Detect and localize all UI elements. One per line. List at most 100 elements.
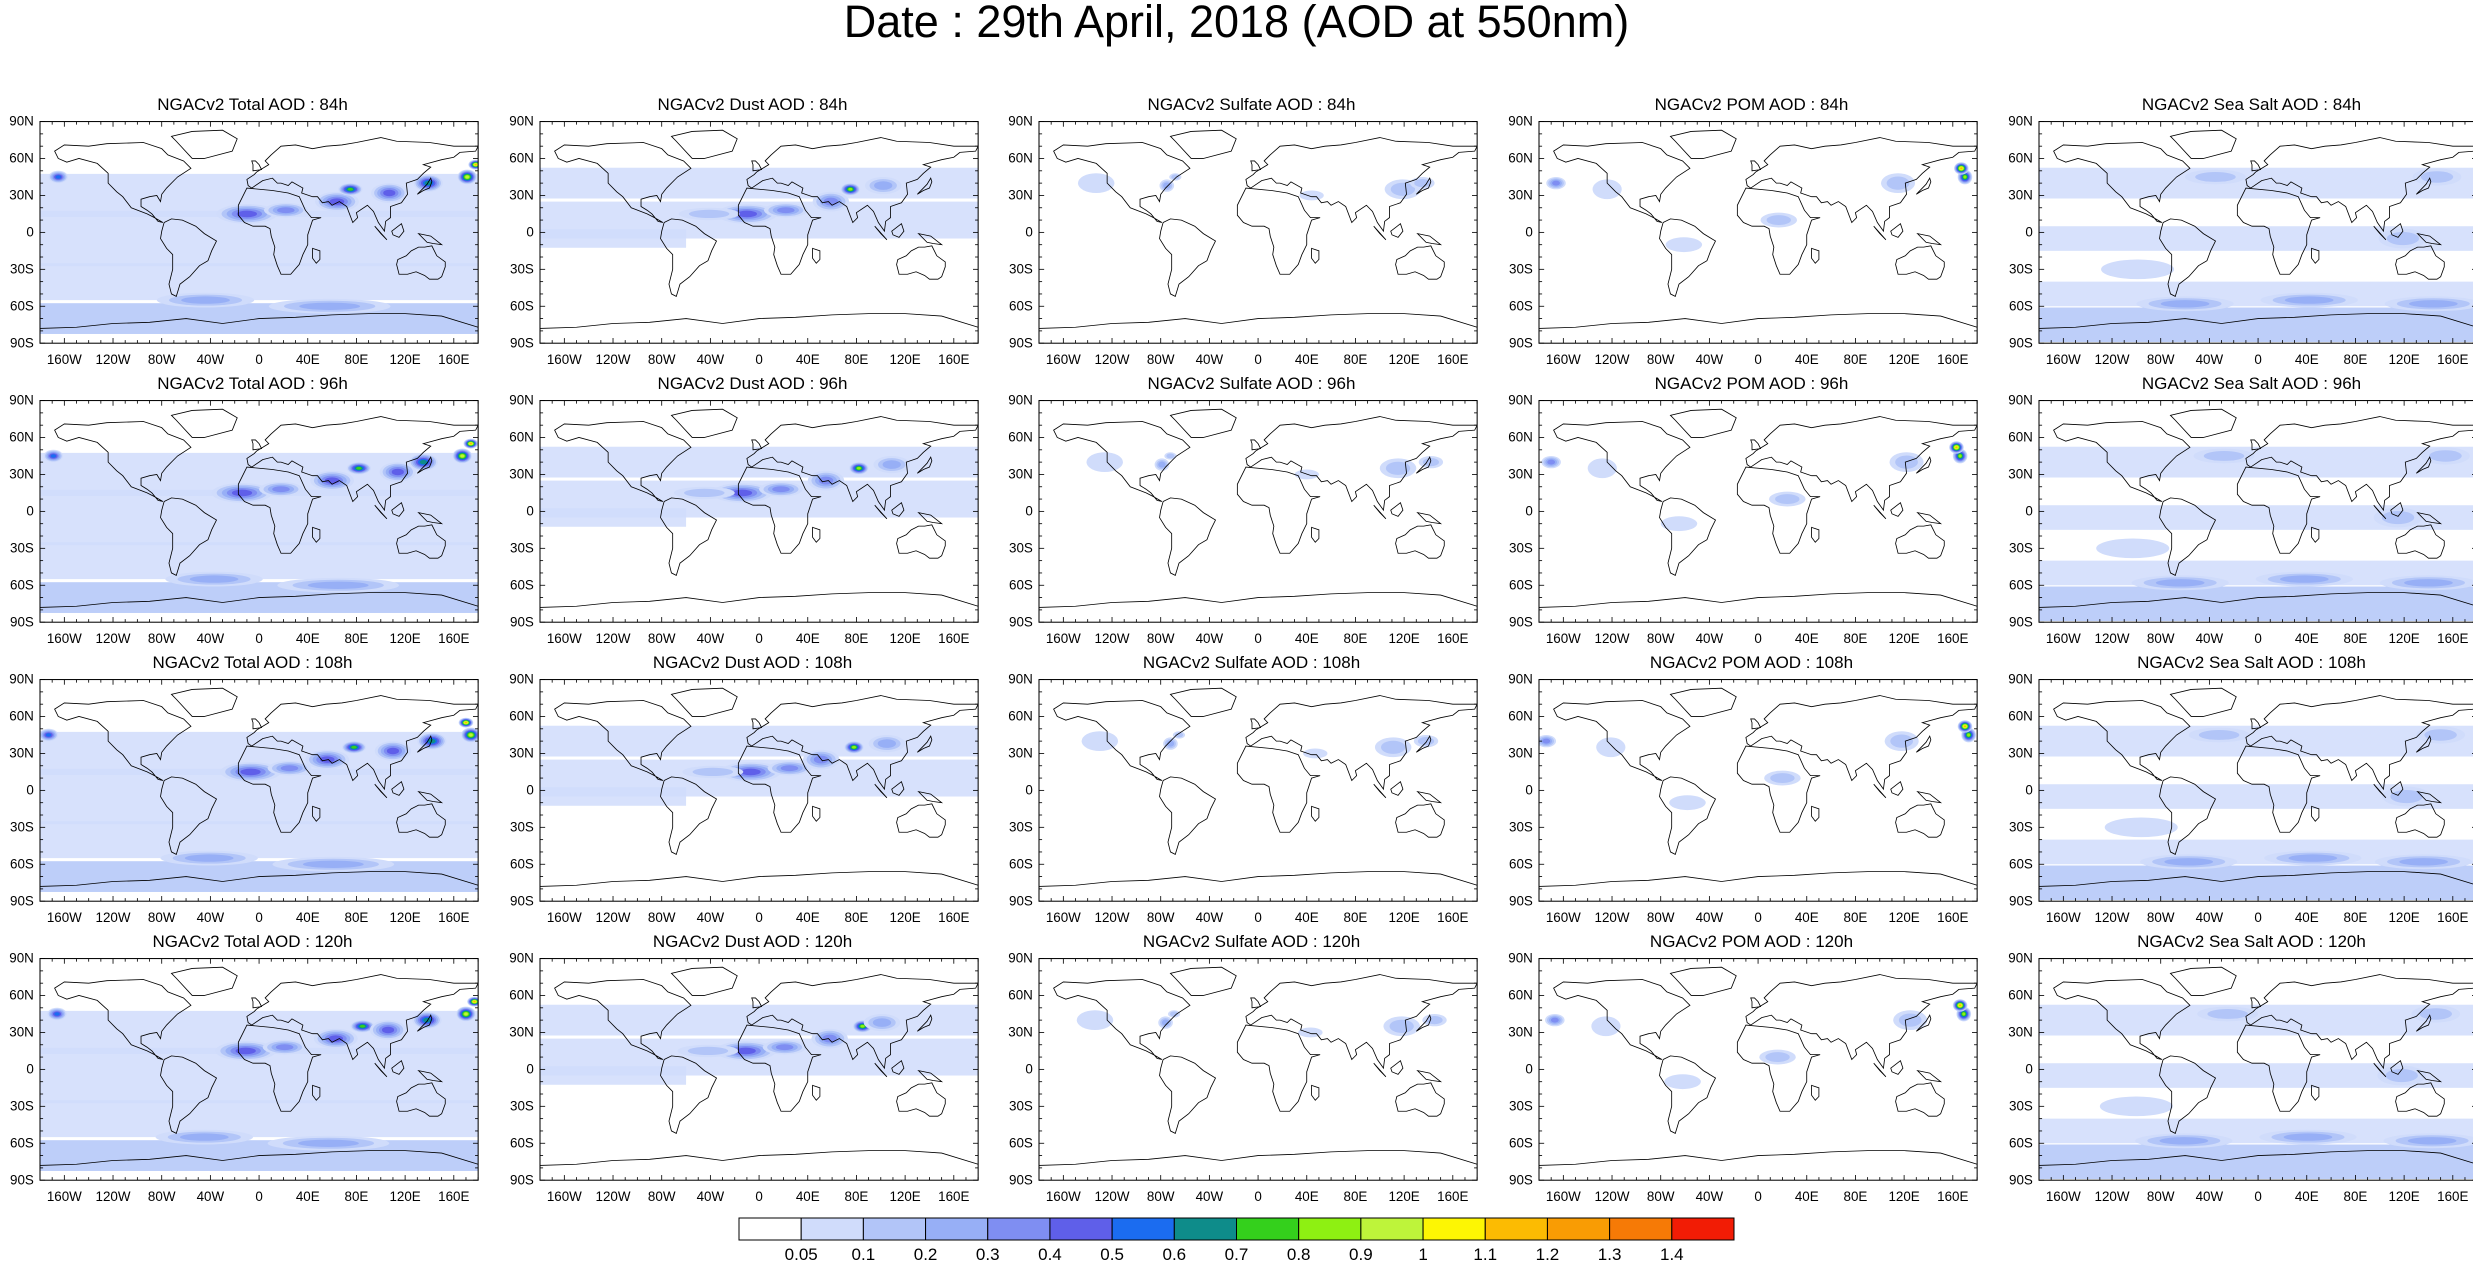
lat-label: 30S bbox=[10, 540, 34, 555]
lon-label: 120E bbox=[1388, 1189, 1419, 1204]
lon-label: 40W bbox=[1696, 631, 1724, 646]
lon-label: 40E bbox=[796, 352, 820, 367]
aod-field bbox=[540, 679, 979, 902]
lat-label: 0 bbox=[526, 783, 533, 798]
lat-label: 60N bbox=[9, 709, 34, 724]
lat-label: 60N bbox=[1008, 151, 1033, 166]
lon-label: 160W bbox=[1546, 631, 1581, 646]
map-panel-seasalt-120h: NGACv2 Sea Salt AOD : 120h 90N 60N 30N 0 30S 6… bbox=[2008, 932, 2473, 1225]
lat-label: 90S bbox=[10, 335, 34, 350]
lon-label: 80W bbox=[1647, 910, 1675, 925]
aod-field bbox=[1539, 679, 1978, 902]
aod-field bbox=[540, 121, 979, 344]
lon-label: 120E bbox=[1388, 631, 1419, 646]
lon-label: 40W bbox=[1196, 631, 1224, 646]
coastlines bbox=[1539, 129, 1978, 329]
lon-label: 160W bbox=[1046, 352, 1081, 367]
lon-label: 120W bbox=[96, 352, 131, 367]
lon-label: 80E bbox=[345, 910, 369, 925]
map-plot: 90N 60N 30N 0 30S 60S 90S 160W 120W 80W 40W 0 40E 80E… bbox=[509, 672, 979, 925]
lon-label: 0 bbox=[255, 352, 262, 367]
lon-label: 80E bbox=[2344, 1189, 2368, 1204]
colorbar-swatch bbox=[1546, 1217, 1611, 1241]
lon-label: 80W bbox=[2147, 910, 2175, 925]
lat-label: 90N bbox=[9, 951, 34, 966]
lat-label: 60S bbox=[2009, 577, 2033, 592]
coastlines bbox=[1539, 687, 1978, 887]
lon-label: 80W bbox=[1647, 1189, 1675, 1204]
aod-field bbox=[40, 679, 479, 902]
lon-label: 120W bbox=[96, 631, 131, 646]
lon-label: 80E bbox=[345, 1189, 369, 1204]
map-plot: 90N 60N 30N 0 30S 60S 90S 160W 120W 80W 40W 0 40E 80E… bbox=[1008, 951, 1478, 1204]
lat-label: 30N bbox=[9, 188, 34, 203]
map-panel-pom-84h: NGACv2 POM AOD : 84h 90N 60N 30N 0 30S 60S 90S 1… bbox=[1508, 95, 2039, 388]
lat-label: 30S bbox=[10, 261, 34, 276]
coastlines bbox=[2039, 408, 2473, 608]
lat-label: 90N bbox=[2008, 393, 2033, 408]
lon-label: 40E bbox=[1295, 352, 1319, 367]
lon-label: 40W bbox=[1196, 352, 1224, 367]
lat-label: 90S bbox=[2009, 893, 2033, 908]
lon-label: 160E bbox=[438, 910, 469, 925]
panel-title: NGACv2 Sulfate AOD : 120h bbox=[1142, 932, 1361, 951]
lat-label: 90S bbox=[1009, 1172, 1033, 1187]
map-panel-total-84h: NGACv2 Total AOD : 84h 90N 60N 30N 0 30S 60S 90… bbox=[9, 95, 540, 388]
coastlines bbox=[540, 687, 979, 887]
lon-label: 0 bbox=[755, 352, 762, 367]
lat-label: 90N bbox=[1008, 114, 1033, 129]
panel-title: NGACv2 Total AOD : 84h bbox=[157, 95, 348, 114]
lat-label: 60N bbox=[1508, 430, 1533, 445]
lat-label: 60S bbox=[510, 577, 534, 592]
lat-label: 60S bbox=[1009, 856, 1033, 871]
aod-field bbox=[2039, 958, 2473, 1181]
colorbar-label: 1.4 bbox=[1660, 1245, 1684, 1261]
lat-label: 30S bbox=[1509, 261, 1533, 276]
aod-field bbox=[540, 958, 979, 1181]
lon-label: 40W bbox=[197, 910, 225, 925]
lon-label: 160E bbox=[938, 910, 969, 925]
map-panel-seasalt-84h: NGACv2 Sea Salt AOD : 84h 90N 60N 30N 0 30S 60… bbox=[2008, 95, 2473, 388]
lon-label: 80W bbox=[1647, 352, 1675, 367]
lon-label: 80W bbox=[648, 910, 676, 925]
lat-label: 90S bbox=[2009, 614, 2033, 629]
lat-label: 60S bbox=[1509, 1135, 1533, 1150]
lat-label: 60N bbox=[1508, 709, 1533, 724]
lon-label: 0 bbox=[755, 910, 762, 925]
lat-label: 90N bbox=[509, 393, 534, 408]
lon-label: 160E bbox=[938, 1189, 969, 1204]
lon-label: 80E bbox=[2344, 352, 2368, 367]
lon-label: 160W bbox=[1546, 910, 1581, 925]
map-plot: 90N 60N 30N 0 30S 60S 90S 160W 120W 80W 40W 0 40E 80E… bbox=[509, 951, 979, 1204]
map-plot: 90N 60N 30N 0 30S 60S 90S 160W 120W 80W 40W 0 40E 80E… bbox=[9, 393, 479, 646]
lat-label: 60N bbox=[1508, 988, 1533, 1003]
lon-label: 80E bbox=[845, 910, 869, 925]
lon-label: 120E bbox=[2388, 631, 2419, 646]
lat-label: 30S bbox=[1509, 540, 1533, 555]
lon-label: 40W bbox=[697, 1189, 725, 1204]
lat-label: 30N bbox=[509, 1025, 534, 1040]
aod-field bbox=[1039, 958, 1478, 1181]
map-panel-pom-108h: NGACv2 POM AOD : 108h 90N 60N 30N 0 30S 60S 90S… bbox=[1508, 653, 2039, 946]
lon-label: 160W bbox=[547, 1189, 582, 1204]
colorbar-label: 1.3 bbox=[1598, 1245, 1622, 1261]
colorbar-label: 0.8 bbox=[1287, 1245, 1311, 1261]
lon-label: 40E bbox=[296, 1189, 320, 1204]
colorbar-label: 0.9 bbox=[1349, 1245, 1373, 1261]
map-plot: 90N 60N 30N 0 30S 60S 90S 160W 120W 80W 40W 0 40E 80E… bbox=[1508, 114, 1978, 367]
colorbar-label: 1 bbox=[1418, 1245, 1427, 1261]
lat-label: 60N bbox=[1008, 430, 1033, 445]
panel-title: NGACv2 Sulfate AOD : 108h bbox=[1142, 653, 1361, 672]
colorbar-swatch bbox=[800, 1217, 864, 1241]
lon-label: 80E bbox=[1844, 910, 1868, 925]
lon-label: 160W bbox=[47, 631, 82, 646]
aod-field bbox=[1539, 400, 1978, 623]
lat-label: 0 bbox=[26, 1062, 33, 1077]
map-panel-sulfate-84h: NGACv2 Sulfate AOD : 84h 90N 60N 30N 0 30S 60S… bbox=[1008, 95, 1539, 388]
lat-label: 90N bbox=[509, 114, 534, 129]
lat-label: 30N bbox=[1508, 467, 1533, 482]
lat-label: 30S bbox=[510, 819, 534, 834]
panel-title: NGACv2 Dust AOD : 108h bbox=[652, 653, 853, 672]
coastlines bbox=[2039, 966, 2473, 1166]
lat-label: 0 bbox=[2025, 225, 2032, 240]
